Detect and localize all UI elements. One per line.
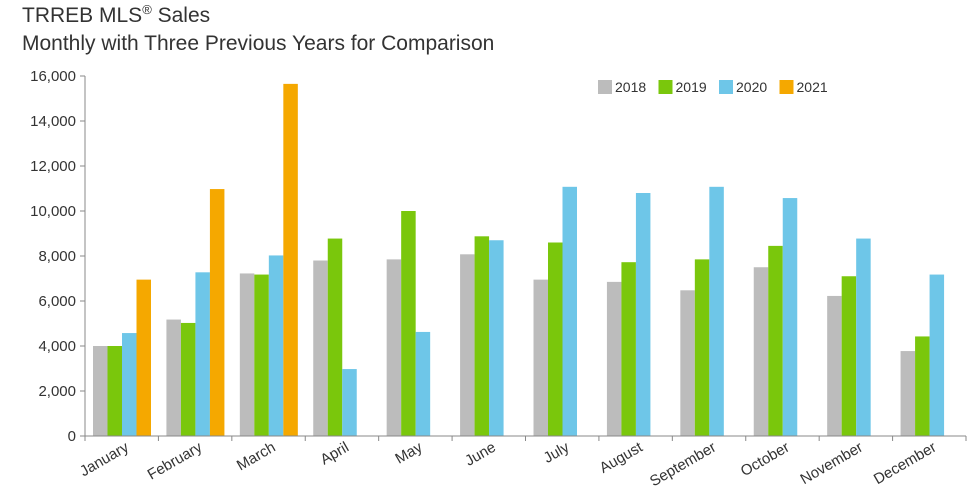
x-tick-label-june: June — [462, 439, 499, 470]
bar-february-2019 — [180, 322, 196, 436]
chart-title-main: TRREB MLS — [22, 4, 143, 27]
x-tick-label-april: April — [317, 439, 351, 469]
bar-may-2018 — [386, 259, 402, 437]
legend-label-2018: 2018 — [615, 79, 646, 95]
x-tick-label-march: March — [234, 439, 279, 475]
x-tick-label-october: October — [738, 439, 793, 480]
y-tick-label: 6,000 — [38, 293, 76, 310]
y-tick-label: 10,000 — [30, 203, 76, 220]
bar-june-2019 — [474, 236, 490, 436]
bar-february-2021 — [209, 189, 225, 436]
bar-november-2020 — [856, 238, 871, 436]
bar-february-2018 — [166, 319, 181, 436]
y-tick-label: 14,000 — [30, 113, 76, 130]
bar-september-2018 — [680, 290, 695, 436]
y-tick-label: 12,000 — [30, 158, 76, 175]
bar-october-2019 — [768, 245, 783, 436]
y-tick-label: 8,000 — [38, 248, 76, 265]
bar-january-2018 — [93, 346, 108, 436]
bar-december-2018 — [900, 351, 916, 436]
legend-label-2020: 2020 — [736, 79, 767, 95]
x-tick-label-may: May — [392, 438, 425, 467]
bar-march-2018 — [239, 273, 255, 436]
chart-subtitle: Monthly with Three Previous Years for Co… — [22, 32, 495, 55]
bar-february-2020 — [195, 272, 210, 436]
bar-march-2019 — [254, 274, 269, 436]
bar-december-2019 — [915, 336, 930, 436]
bar-november-2019 — [841, 276, 857, 436]
x-tick-label-january: January — [77, 438, 132, 480]
bar-june-2020 — [489, 240, 504, 436]
bars-layer — [93, 83, 945, 437]
bar-july-2020 — [562, 186, 577, 436]
bar-january-2020 — [122, 333, 137, 436]
y-tick-label: 4,000 — [38, 338, 76, 355]
bar-january-2021 — [136, 279, 151, 437]
x-tick-label-december: December — [871, 439, 939, 488]
chart-title: TRREB MLS® Sales — [22, 2, 494, 30]
bar-july-2019 — [548, 242, 563, 436]
bar-march-2020 — [268, 255, 284, 436]
y-tick-label: 0 — [68, 428, 76, 445]
bar-october-2018 — [753, 267, 769, 436]
legend-swatch-2018 — [598, 80, 612, 94]
bar-april-2019 — [327, 238, 343, 436]
y-tick-label: 2,000 — [38, 383, 76, 400]
bar-may-2020 — [415, 331, 431, 436]
bar-april-2018 — [313, 260, 328, 436]
x-tick-label-september: September — [647, 439, 719, 490]
bar-october-2020 — [782, 198, 798, 436]
bar-august-2018 — [606, 281, 622, 437]
legend-label-2019: 2019 — [676, 79, 707, 95]
x-tick-label-july: July — [541, 438, 573, 466]
bar-july-2018 — [533, 279, 548, 437]
x-tick-label-august: August — [597, 438, 647, 476]
bar-june-2018 — [460, 254, 475, 436]
bar-march-2021 — [283, 83, 298, 437]
y-tick-label: 16,000 — [30, 68, 76, 85]
legend-swatch-2020 — [719, 80, 733, 94]
bar-november-2018 — [827, 295, 842, 436]
x-tick-label-february: February — [145, 438, 206, 483]
x-tick-label-november: November — [797, 439, 865, 488]
registered-mark: ® — [142, 2, 152, 17]
legend-label-2021: 2021 — [797, 79, 828, 95]
legend-swatch-2021 — [779, 80, 794, 94]
title-block: TRREB MLS® Sales Monthly with Three Prev… — [22, 2, 494, 58]
bar-may-2019 — [401, 211, 416, 436]
bar-september-2020 — [709, 186, 724, 436]
bar-september-2019 — [694, 259, 710, 437]
bar-august-2020 — [635, 193, 651, 436]
bar-august-2019 — [621, 262, 636, 436]
legend-swatch-2019 — [658, 80, 673, 94]
chart-title-suffix: Sales — [151, 4, 211, 27]
bar-january-2019 — [107, 346, 122, 436]
legend: 2018 2019 2020 2021 — [598, 79, 828, 95]
bar-april-2020 — [342, 369, 357, 436]
bar-december-2020 — [929, 274, 945, 436]
